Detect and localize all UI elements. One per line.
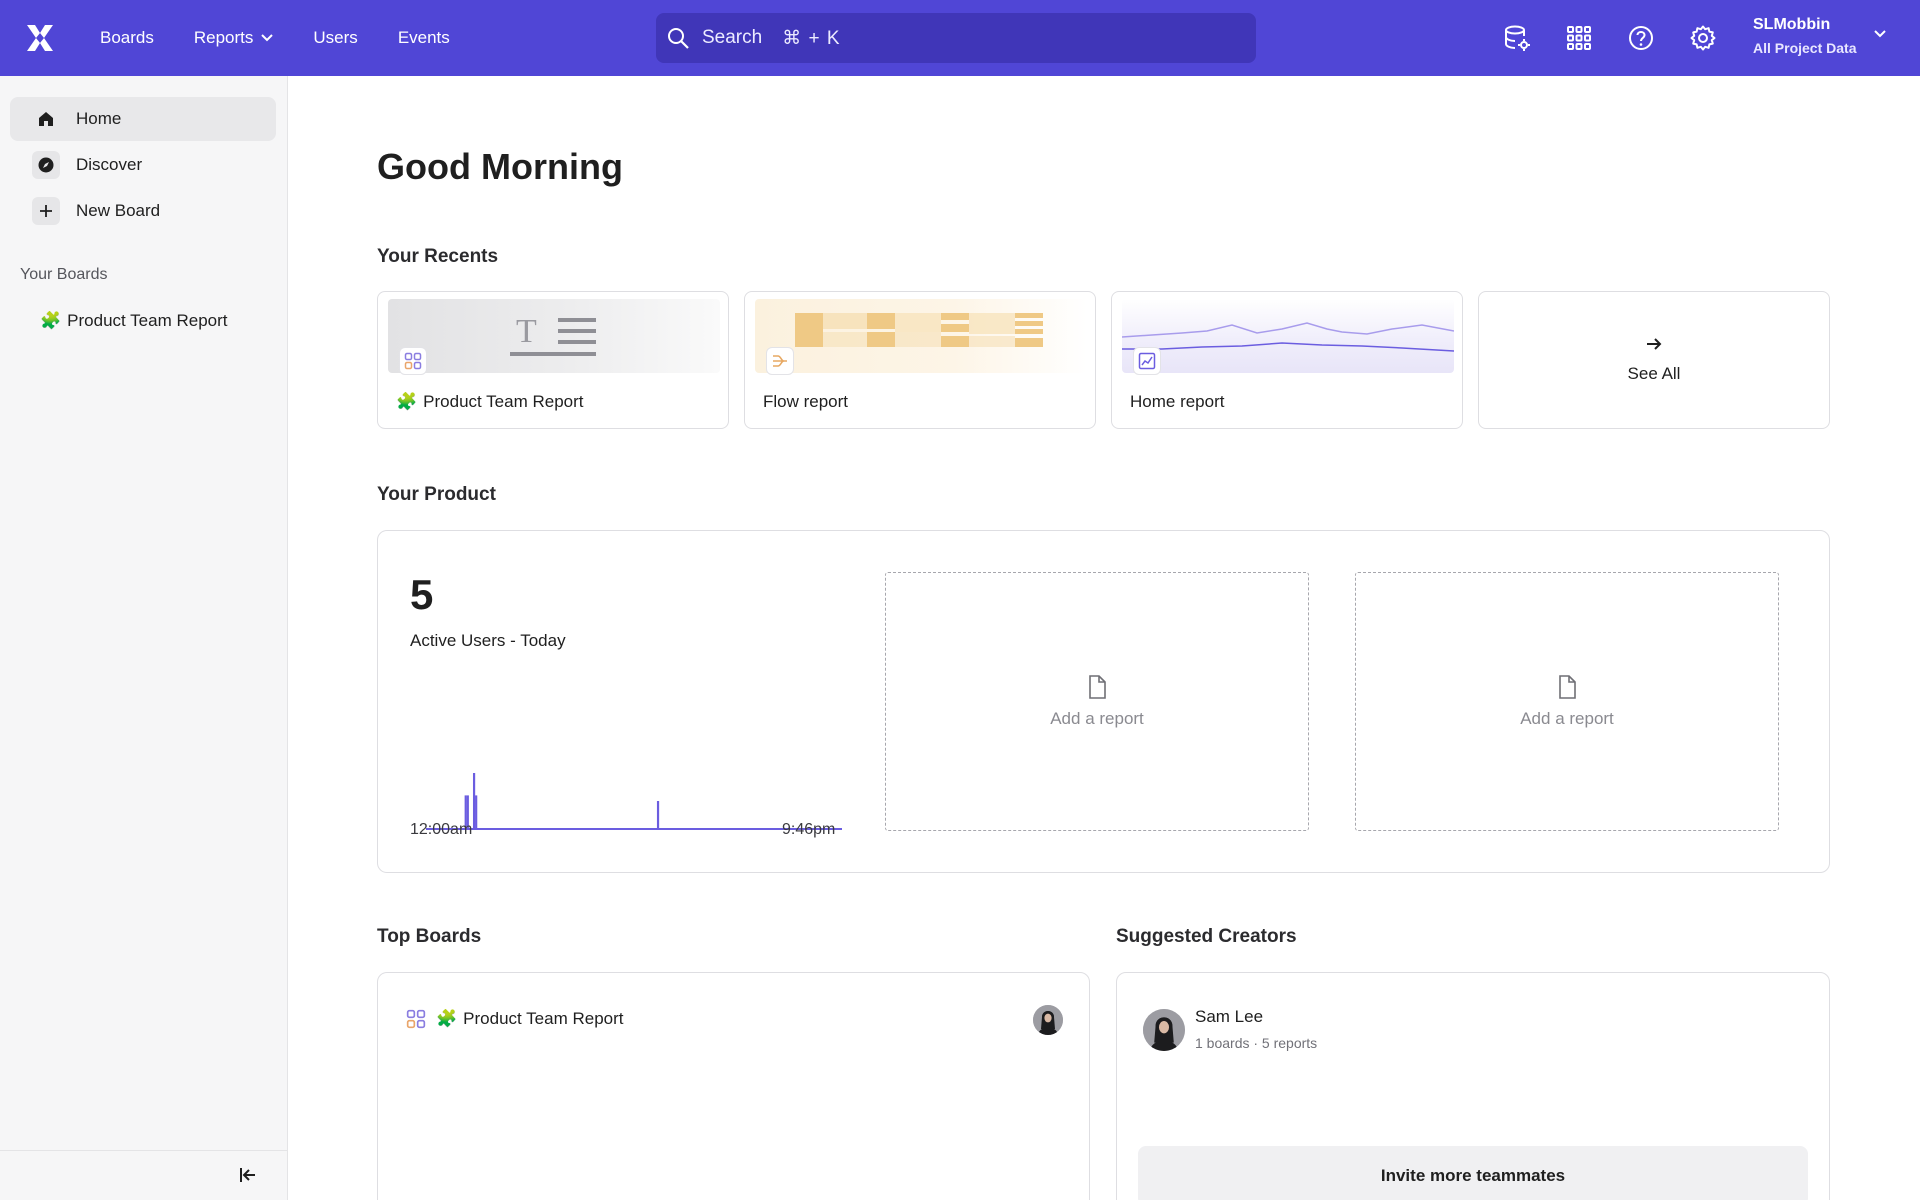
add-report-slot[interactable]: Add a report — [1355, 572, 1779, 831]
account-project: All Project Data — [1753, 40, 1857, 56]
file-icon — [1559, 674, 1576, 699]
sidebar-board-label: Product Team Report — [67, 311, 228, 330]
avatar[interactable] — [1033, 1005, 1063, 1035]
suggested-creators-heading: Suggested Creators — [1116, 926, 1297, 947]
page-title: Good Morning — [377, 146, 623, 187]
recent-card-flow-report[interactable]: Flow report — [744, 291, 1096, 429]
active-users-label: Active Users - Today — [410, 631, 566, 650]
nav-boards[interactable]: Boards — [80, 0, 174, 76]
flow-thumbnail — [755, 299, 1087, 373]
line-chart-icon — [1133, 347, 1161, 375]
invite-teammates-button[interactable]: Invite more teammates — [1138, 1146, 1808, 1200]
your-product-heading: Your Product — [377, 484, 496, 505]
puzzle-emoji-icon: 🧩 — [40, 311, 62, 330]
sidebar-item-label: Home — [76, 109, 122, 128]
search-placeholder: Search — [702, 27, 763, 48]
search-input[interactable]: Search ⌘ + K — [656, 13, 1256, 63]
nav-boards-label: Boards — [100, 28, 154, 47]
arrow-right-icon — [1647, 338, 1662, 350]
file-icon — [1089, 674, 1106, 699]
settings-icon[interactable] — [1686, 21, 1720, 55]
recent-card-product-team-report[interactable]: T 🧩 Product Team Report — [377, 291, 729, 429]
sidebar-board-item[interactable]: 🧩 Product Team Report — [40, 306, 228, 336]
chart-x-end-label: 9:46pm — [782, 821, 836, 838]
product-panel: 5 Active Users - Today 12:00am 9:46pm Ad… — [377, 530, 1830, 873]
recent-card-title: Flow report — [763, 392, 849, 411]
apps-grid-icon[interactable] — [1562, 21, 1596, 55]
your-boards-heading: Your Boards — [20, 266, 108, 283]
active-users-value: 5 — [410, 571, 434, 618]
top-bar: Boards Reports Users Events Search ⌘ + K… — [0, 0, 1920, 76]
search-shortcut: ⌘ + K — [782, 27, 841, 49]
recents-heading: Your Recents — [377, 246, 499, 267]
board-thumbnail: T — [388, 299, 720, 373]
top-board-item[interactable]: 🧩 Product Team Report — [406, 1009, 624, 1029]
app-logo[interactable] — [0, 0, 80, 76]
sidebar-item-label: New Board — [76, 201, 161, 220]
sidebar-item-home[interactable]: Home — [10, 97, 276, 141]
suggested-creators-panel: Sam Lee 1 boards · 5 reports Invite more… — [1116, 972, 1830, 1200]
board-grid-icon — [406, 1009, 426, 1029]
add-report-label: Add a report — [1520, 708, 1614, 728]
add-report-slot[interactable]: Add a report — [885, 572, 1309, 831]
nav-reports-label: Reports — [193, 28, 254, 47]
chevron-down-icon[interactable] — [1874, 30, 1886, 38]
nav-events-label: Events — [397, 28, 450, 47]
nav-reports[interactable]: Reports — [174, 0, 294, 76]
home-icon — [32, 105, 60, 133]
puzzle-emoji-icon: 🧩 — [396, 392, 418, 411]
recent-card-label: 🧩 Product Team Report — [396, 392, 584, 412]
chart-x-start-label: 12:00am — [410, 821, 473, 838]
sidebar-item-new-board[interactable]: New Board — [10, 189, 276, 233]
flow-icon — [766, 347, 794, 375]
plus-icon — [32, 197, 60, 225]
compass-icon — [32, 151, 60, 179]
recent-card-title: Product Team Report — [423, 392, 584, 411]
account-name: SLMobbin — [1753, 16, 1831, 33]
puzzle-emoji-icon: 🧩 — [436, 1009, 458, 1028]
top-board-label: Product Team Report — [463, 1009, 624, 1028]
nav-events[interactable]: Events — [378, 0, 470, 76]
sidebar-item-discover[interactable]: Discover — [10, 143, 276, 187]
sidebar-item-label: Discover — [76, 155, 143, 174]
top-board-title: 🧩 Product Team Report — [436, 1009, 624, 1029]
recent-card-label: Flow report — [763, 392, 848, 412]
recent-card-home-report[interactable]: Home report — [1111, 291, 1463, 429]
nav-users-label: Users — [313, 28, 358, 47]
collapse-sidebar-icon[interactable] — [238, 1165, 258, 1185]
chevron-down-icon — [261, 34, 274, 42]
recent-card-label: Home report — [1130, 392, 1224, 412]
see-all-label: See All — [1627, 364, 1681, 383]
line-chart-thumbnail — [1122, 299, 1454, 373]
avatar[interactable] — [1143, 1009, 1185, 1051]
search-icon — [668, 28, 689, 49]
account-switcher[interactable]: SLMobbin All Project Data — [1753, 16, 1856, 56]
top-boards-panel: 🧩 Product Team Report — [377, 972, 1090, 1200]
nav-users[interactable]: Users — [293, 0, 377, 76]
top-boards-heading: Top Boards — [377, 926, 482, 947]
top-icons — [1500, 0, 1720, 76]
add-report-label: Add a report — [1050, 708, 1144, 728]
sidebar: Home Discover New Board Your Boards 🧩 Pr… — [0, 76, 288, 1200]
main-nav: Boards Reports Users Events — [80, 0, 470, 76]
help-icon[interactable] — [1624, 21, 1658, 55]
see-all-button[interactable]: See All — [1478, 291, 1830, 429]
creator-name[interactable]: Sam Lee — [1195, 1007, 1264, 1026]
sidebar-footer — [0, 1150, 287, 1200]
creator-meta: 1 boards · 5 reports — [1195, 1035, 1318, 1051]
active-users-chart[interactable] — [410, 751, 842, 851]
svg-text:T: T — [516, 313, 537, 350]
database-settings-icon[interactable] — [1500, 21, 1534, 55]
recent-card-title: Home report — [1130, 392, 1225, 411]
board-grid-icon — [399, 347, 427, 375]
